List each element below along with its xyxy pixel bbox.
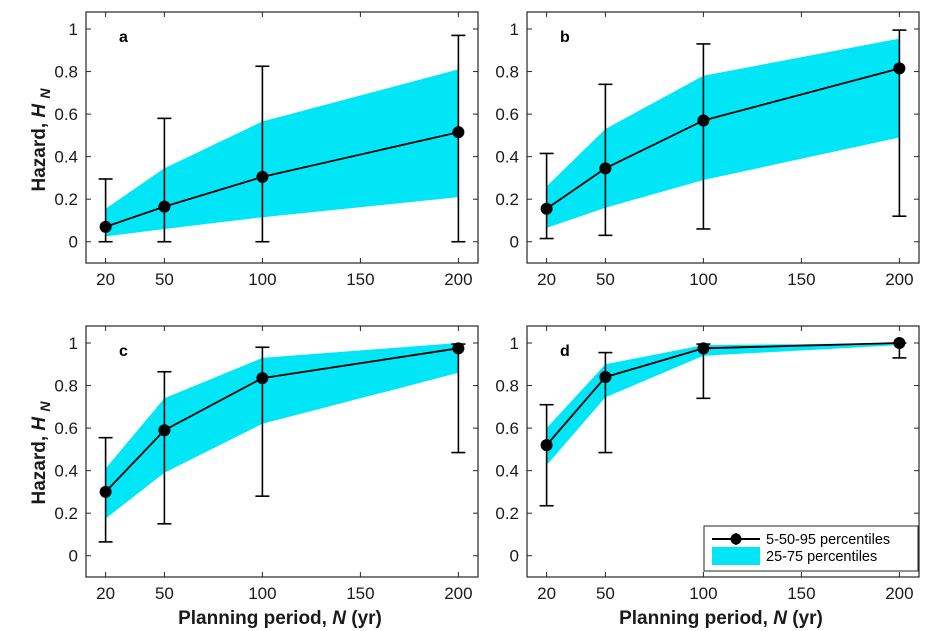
- median-marker-a: [158, 200, 171, 213]
- ytick-label: 0: [510, 233, 519, 252]
- median-marker-d: [599, 371, 612, 384]
- ytick-label: 1: [510, 20, 519, 39]
- axes-box-d: [526, 325, 920, 578]
- xtick-label: 200: [885, 270, 913, 289]
- median-marker-a: [99, 220, 112, 233]
- xtick-label: 20: [537, 270, 556, 289]
- legend-band-swatch: [712, 547, 760, 565]
- median-line-d: [545, 342, 900, 446]
- median-marker-a: [452, 126, 465, 139]
- ytick-label: 0.2: [495, 190, 519, 209]
- median-marker-d: [893, 337, 906, 350]
- ytick-label: 0: [69, 547, 78, 566]
- iqr-band-b: [546, 38, 900, 228]
- xtick-label: 150: [787, 584, 815, 603]
- legend-band-label: 25-75 percentiles: [766, 549, 877, 565]
- ytick-label: 0.8: [54, 63, 78, 82]
- legend-line-label: 5-50-95 percentiles: [766, 532, 890, 548]
- iqr-band-d: [546, 343, 900, 466]
- xtick-label: 100: [689, 270, 717, 289]
- panel-d: 0 0.2 0.4 0.6 0.8 1 20 50 100 150 200 d: [495, 325, 920, 603]
- median-marker-b: [540, 202, 553, 215]
- xtick-label: 50: [596, 270, 615, 289]
- median-marker-a: [256, 170, 269, 183]
- ytick-label: 0.2: [54, 504, 78, 523]
- median-marker-d: [540, 439, 553, 452]
- ytick-label: 0.2: [54, 190, 78, 209]
- ytick-label: 0.6: [495, 105, 519, 124]
- legend-marker-sample: [730, 533, 742, 545]
- xtick-label: 150: [346, 270, 374, 289]
- median-marker-c: [452, 342, 465, 355]
- ytick-label: 0.4: [495, 462, 519, 481]
- median-marker-b: [893, 62, 906, 75]
- median-line-a: [105, 131, 459, 228]
- legend: 5-50-95 percentiles 25-75 percentiles: [703, 525, 919, 572]
- panel-letter-a: a: [119, 29, 128, 46]
- median-line-b: [546, 67, 900, 210]
- y-axis-label-top: Hazard, H N: [29, 88, 53, 192]
- median-line-c: [104, 347, 459, 493]
- median-marker-c: [158, 424, 171, 437]
- median-marker-c: [99, 485, 112, 498]
- xtick-label: 100: [689, 584, 717, 603]
- ytick-label: 0.2: [495, 504, 519, 523]
- ytick-label: 1: [510, 334, 519, 353]
- xtick-label: 20: [96, 270, 115, 289]
- median-marker-b: [697, 114, 710, 127]
- ytick-label: 0.8: [54, 377, 78, 396]
- ytick-label: 0: [510, 547, 519, 566]
- ytick-label: 0.8: [495, 63, 519, 82]
- ytick-label: 0.4: [54, 148, 78, 167]
- axes-box-c: [85, 325, 479, 578]
- y-axis-label-bottom: Hazard, H N: [29, 401, 53, 505]
- ytick-label: 0: [69, 233, 78, 252]
- xtick-label: 100: [248, 270, 276, 289]
- ytick-label: 1: [69, 20, 78, 39]
- median-marker-d: [697, 342, 710, 355]
- ytick-label: 0.4: [495, 148, 519, 167]
- panel-letter-d: d: [560, 343, 570, 360]
- xtick-label: 150: [787, 270, 815, 289]
- ytick-label: 0.6: [54, 419, 78, 438]
- panel-letter-b: b: [560, 29, 570, 46]
- median-marker-c: [256, 372, 269, 385]
- x-axis-label-right: Planning period, N (yr): [619, 608, 823, 629]
- panel-b: 0 0.2 0.4 0.6 0.8 1 20 50 100 150 200 b: [495, 11, 920, 289]
- ytick-label: 0.6: [54, 105, 78, 124]
- iqr-band-c: [105, 343, 459, 519]
- ytick-label: 0.4: [54, 462, 78, 481]
- xtick-label: 50: [155, 584, 174, 603]
- xtick-label: 20: [96, 584, 115, 603]
- xtick-label: 200: [885, 584, 913, 603]
- panel-letter-c: c: [119, 343, 128, 360]
- median-marker-b: [599, 162, 612, 175]
- xtick-label: 200: [444, 270, 472, 289]
- axes-box-b: [526, 11, 920, 264]
- xtick-label: 20: [537, 584, 556, 603]
- ytick-label: 0.6: [495, 419, 519, 438]
- xtick-label: 100: [248, 584, 276, 603]
- panel-a: 0 0.2 0.4 0.6 0.8 1 20 50 100 150 200 a: [54, 11, 479, 289]
- ytick-label: 1: [69, 334, 78, 353]
- iqr-band-a: [105, 69, 459, 237]
- xtick-label: 150: [346, 584, 374, 603]
- xtick-label: 50: [155, 270, 174, 289]
- xtick-label: 50: [596, 584, 615, 603]
- x-axis-label-left: Planning period, N (yr): [178, 608, 382, 629]
- xtick-label: 200: [444, 584, 472, 603]
- ytick-label: 0.8: [495, 377, 519, 396]
- panel-c: 0 0.2 0.4 0.6 0.8 1 20 50 100 150 200 c: [54, 325, 479, 603]
- axes-box-a: [85, 11, 479, 264]
